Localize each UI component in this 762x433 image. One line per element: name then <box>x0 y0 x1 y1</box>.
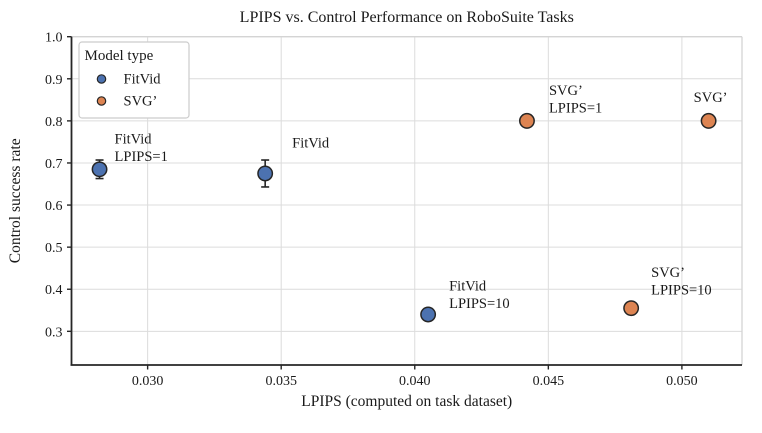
data-point-marker <box>519 112 535 129</box>
legend-item-label: SVG’ <box>124 94 158 110</box>
point-annotation: SVG’ LPIPS=10 <box>651 265 712 299</box>
y-tick-label: 1.0 <box>45 31 63 46</box>
data-point-marker <box>257 165 274 182</box>
data-point-marker <box>623 300 640 317</box>
data-point-marker <box>91 161 108 178</box>
x-tick-label: 0.030 <box>132 374 164 389</box>
x-tick-label: 0.045 <box>533 374 565 389</box>
x-tick-label: 0.050 <box>666 374 698 389</box>
legend-item-label: FitVid <box>124 72 162 88</box>
data-point-group: SVG’ LPIPS=10 <box>623 265 712 317</box>
point-annotation: SVG’ <box>694 90 728 106</box>
legend-box <box>78 41 190 119</box>
data-point-group: FitVid <box>257 135 330 188</box>
data-point-group: SVG’ <box>694 90 728 129</box>
y-tick-label: 0.5 <box>45 241 63 256</box>
data-point-group: FitVid LPIPS=1 <box>91 131 168 180</box>
y-tick-label: 0.4 <box>45 283 63 298</box>
point-annotation: SVG’ LPIPS=1 <box>549 83 602 117</box>
legend-marker-svg <box>96 96 107 106</box>
x-tick-label: 0.040 <box>399 374 431 389</box>
data-point-marker <box>700 112 717 129</box>
chart-title: LPIPS vs. Control Performance on RoboSui… <box>240 9 574 26</box>
x-tick-label: 0.035 <box>265 374 297 389</box>
y-tick-label: 0.7 <box>45 157 63 172</box>
x-axis-label: LPIPS (computed on task dataset) <box>301 393 512 410</box>
data-point-group: SVG’ LPIPS=1 <box>519 83 602 129</box>
y-tick-label: 0.8 <box>45 115 63 130</box>
y-tick-label: 0.9 <box>45 73 63 88</box>
y-axis-label: Control success rate <box>7 138 24 263</box>
point-annotation: FitVid LPIPS=10 <box>449 278 510 312</box>
point-annotation: FitVid <box>292 135 330 151</box>
legend-marker-fitvid <box>96 74 107 84</box>
point-annotation: FitVid LPIPS=1 <box>115 131 168 165</box>
y-tick-label: 0.3 <box>45 325 63 340</box>
data-point-marker <box>420 306 437 323</box>
legend-title: Model type <box>85 48 154 64</box>
y-tick-label: 0.6 <box>45 199 63 214</box>
data-point-group: FitVid LPIPS=10 <box>420 278 510 323</box>
